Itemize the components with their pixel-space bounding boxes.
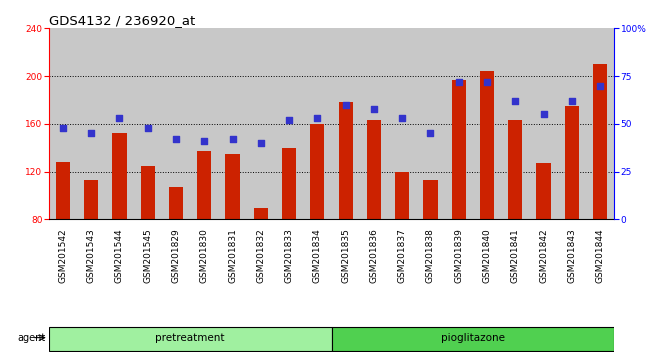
Point bbox=[538, 112, 549, 117]
Point bbox=[284, 117, 294, 123]
Bar bbox=[332, 327, 614, 351]
Point bbox=[86, 131, 96, 136]
Bar bbox=[282, 148, 296, 219]
Text: GSM201838: GSM201838 bbox=[426, 228, 435, 283]
Point bbox=[171, 136, 181, 142]
Bar bbox=[310, 124, 324, 219]
Text: GSM201840: GSM201840 bbox=[482, 228, 491, 283]
Point bbox=[482, 79, 492, 85]
Text: GSM201544: GSM201544 bbox=[115, 228, 124, 282]
Point bbox=[312, 115, 322, 121]
Point bbox=[369, 106, 379, 112]
Point bbox=[58, 125, 68, 131]
Text: pioglitazone: pioglitazone bbox=[441, 333, 505, 343]
Text: GSM201543: GSM201543 bbox=[86, 228, 96, 283]
Text: GSM201837: GSM201837 bbox=[398, 228, 407, 283]
Text: GSM201839: GSM201839 bbox=[454, 228, 463, 283]
Text: GSM201832: GSM201832 bbox=[256, 228, 265, 283]
Bar bbox=[508, 120, 523, 219]
Text: GSM201843: GSM201843 bbox=[567, 228, 577, 283]
Bar bbox=[480, 72, 494, 219]
Point bbox=[142, 125, 153, 131]
Bar bbox=[169, 187, 183, 219]
Bar bbox=[254, 207, 268, 219]
Bar bbox=[339, 102, 353, 219]
Text: GSM201542: GSM201542 bbox=[58, 228, 68, 282]
Text: GSM201842: GSM201842 bbox=[539, 228, 548, 282]
Bar bbox=[452, 80, 466, 219]
Bar bbox=[197, 152, 211, 219]
Bar bbox=[226, 154, 240, 219]
Point bbox=[255, 140, 266, 146]
Point bbox=[454, 79, 464, 85]
Point bbox=[567, 98, 577, 104]
Text: GSM201545: GSM201545 bbox=[143, 228, 152, 283]
Bar bbox=[593, 64, 607, 219]
Bar bbox=[112, 133, 127, 219]
Bar bbox=[536, 163, 551, 219]
Text: GSM201831: GSM201831 bbox=[228, 228, 237, 283]
Point bbox=[397, 115, 408, 121]
Point bbox=[510, 98, 521, 104]
Text: GSM201841: GSM201841 bbox=[511, 228, 520, 283]
Bar bbox=[56, 162, 70, 219]
Point bbox=[227, 136, 238, 142]
Text: GSM201834: GSM201834 bbox=[313, 228, 322, 283]
Point bbox=[425, 131, 436, 136]
Text: GSM201833: GSM201833 bbox=[285, 228, 294, 283]
Text: GSM201835: GSM201835 bbox=[341, 228, 350, 283]
Point bbox=[114, 115, 125, 121]
Bar bbox=[140, 166, 155, 219]
Bar bbox=[395, 172, 410, 219]
Text: pretreatment: pretreatment bbox=[155, 333, 225, 343]
Bar bbox=[84, 180, 98, 219]
Text: GSM201829: GSM201829 bbox=[172, 228, 181, 283]
Text: GSM201836: GSM201836 bbox=[369, 228, 378, 283]
Text: agent: agent bbox=[18, 333, 46, 343]
Point bbox=[595, 83, 605, 88]
Point bbox=[199, 138, 209, 144]
Text: GSM201830: GSM201830 bbox=[200, 228, 209, 283]
Bar bbox=[565, 106, 579, 219]
Bar bbox=[367, 120, 381, 219]
Bar bbox=[49, 327, 332, 351]
Text: GSM201844: GSM201844 bbox=[595, 228, 604, 282]
Point bbox=[341, 102, 351, 108]
Bar bbox=[423, 180, 437, 219]
Text: GDS4132 / 236920_at: GDS4132 / 236920_at bbox=[49, 14, 195, 27]
